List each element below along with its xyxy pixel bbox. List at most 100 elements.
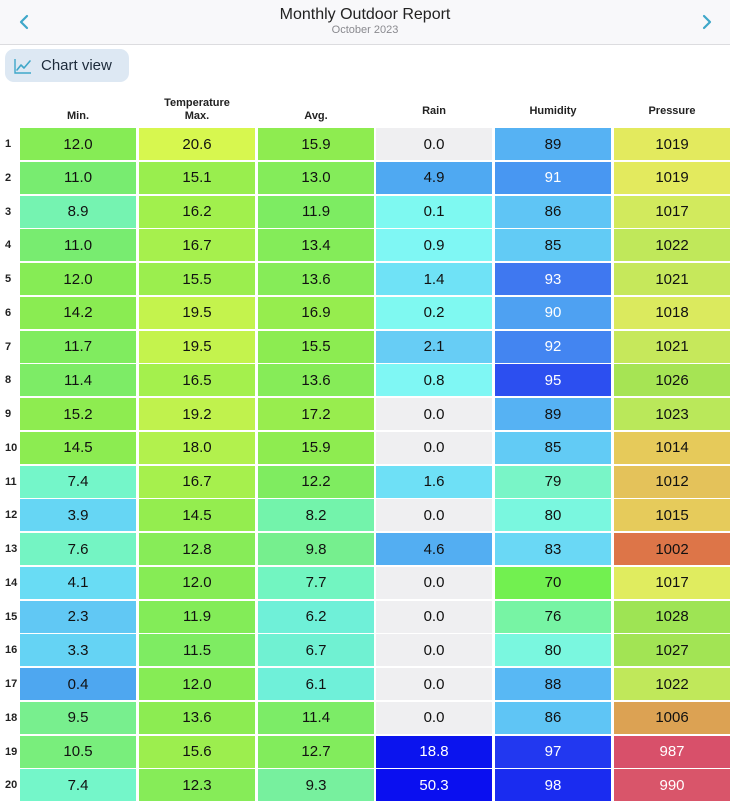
row-day-number: 8 [5,374,12,387]
table-cell-min: 3.9 [20,499,136,532]
table-cell-avg: 15.5 [258,330,374,363]
table-cell-pressure: 987 [614,735,730,768]
row-day-number: 12 [5,509,18,522]
table-cell-pressure: 1002 [614,533,730,565]
row-day-number: 19 [5,745,18,758]
row-day-number: 18 [5,711,18,724]
table-cell-rain: 50.3 [376,769,492,801]
table-cell-pressure: 1017 [614,566,730,599]
table-cell-avg: 15.9 [258,128,374,160]
row-day-number: 7 [5,340,12,353]
table-cell-min: 11.4 [20,364,136,397]
table-cell-avg: 11.9 [258,195,374,228]
row-day-number: 14 [5,576,18,589]
table-cell-rain: 0.0 [376,701,492,734]
table-cell-max: 11.9 [139,600,255,633]
table-cell-pressure: 1021 [614,330,730,363]
row-day-number: 5 [5,273,12,285]
table-cell-avg: 6.1 [258,668,374,700]
table-cell-rain: 0.1 [376,195,492,228]
table-cell-rain: 0.0 [376,499,492,532]
table-cell-avg: 6.2 [258,600,374,633]
table-cell-max: 15.5 [139,263,255,295]
chart-view-button[interactable]: Chart view [5,49,129,82]
table-cell-rain: 1.6 [376,465,492,498]
page-subtitle: October 2023 [331,24,399,36]
table-cell-rain: 0.0 [376,398,492,430]
table-cell-avg: 13.6 [258,364,374,397]
table-cell-humidity: 88 [495,668,611,700]
table-cell-min: 15.2 [20,398,136,430]
table-cell-avg: 13.4 [258,229,374,262]
table-cell-min: 11.0 [20,229,136,262]
table-cell-min: 0.4 [20,668,136,700]
row-day-number: 3 [5,205,12,218]
table-cell-min: 7.4 [20,465,136,498]
row-day-number: 4 [5,239,12,252]
table-cell-rain: 0.0 [376,600,492,633]
table-cell-rain: 0.8 [376,364,492,397]
table-cell-pressure: 1019 [614,128,730,160]
table-cell-min: 11.7 [20,330,136,363]
table-cell-rain: 0.2 [376,296,492,329]
row-day-number: 15 [5,610,18,623]
table-cell-pressure: 1022 [614,668,730,700]
row-day-number: 6 [5,306,12,319]
table-cell-pressure: 1027 [614,634,730,667]
table-cell-min: 3.3 [20,634,136,667]
forward-button[interactable] [696,12,718,32]
table-cell-humidity: 85 [495,229,611,262]
line-chart-icon [14,58,31,74]
table-cell-avg: 13.0 [258,161,374,194]
row-day-number: 13 [5,543,18,555]
navigation-bar: Monthly Outdoor Report October 2023 [0,0,730,45]
table-cell-humidity: 86 [495,701,611,734]
row-day-number: 11 [5,475,17,488]
table-cell-max: 12.3 [139,769,255,801]
table-cell-max: 20.6 [139,128,255,160]
table-cell-pressure: 1015 [614,499,730,532]
table-cell-min: 12.0 [20,263,136,295]
table-cell-max: 11.5 [139,634,255,667]
chevron-left-icon [19,14,29,30]
back-button[interactable] [13,12,35,32]
table-cell-humidity: 89 [495,128,611,160]
column-header-pressure[interactable]: Pressure [648,105,696,117]
table-cell-avg: 12.7 [258,735,374,768]
table-cell-min: 4.1 [20,566,136,599]
row-day-number: 17 [5,678,18,690]
table-cell-max: 12.0 [139,668,255,700]
table-cell-rain: 18.8 [376,735,492,768]
table-cell-rain: 0.0 [376,566,492,599]
column-header-min[interactable]: Min. [67,110,89,122]
table-cell-avg: 9.3 [258,769,374,801]
table-cell-pressure: 1018 [614,296,730,329]
table-cell-min: 7.4 [20,769,136,801]
table-cell-pressure: 1026 [614,364,730,397]
table-cell-min: 12.0 [20,128,136,160]
column-header-rain[interactable]: Rain [422,105,446,117]
table-cell-humidity: 93 [495,263,611,295]
table-cell-max: 13.6 [139,701,255,734]
table-cell-rain: 4.6 [376,533,492,565]
table-cell-max: 16.2 [139,195,255,228]
column-header-avg[interactable]: Avg. [304,110,328,122]
table-cell-max: 19.5 [139,296,255,329]
table-cell-humidity: 92 [495,330,611,363]
table-cell-humidity: 85 [495,431,611,464]
table-cell-avg: 12.2 [258,465,374,498]
table-cell-min: 9.5 [20,701,136,734]
column-header-max[interactable]: Max. [184,110,210,122]
table-cell-max: 16.7 [139,229,255,262]
page-title: Monthly Outdoor Report [279,6,451,23]
table-cell-avg: 17.2 [258,398,374,430]
table-cell-rain: 0.0 [376,668,492,700]
table-cell-max: 14.5 [139,499,255,532]
chevron-right-icon [702,14,712,30]
table-cell-min: 2.3 [20,600,136,633]
column-header-humidity[interactable]: Humidity [529,105,577,117]
table-cell-max: 16.5 [139,364,255,397]
table-cell-rain: 0.0 [376,634,492,667]
table-cell-avg: 8.2 [258,499,374,532]
table-cell-min: 10.5 [20,735,136,768]
